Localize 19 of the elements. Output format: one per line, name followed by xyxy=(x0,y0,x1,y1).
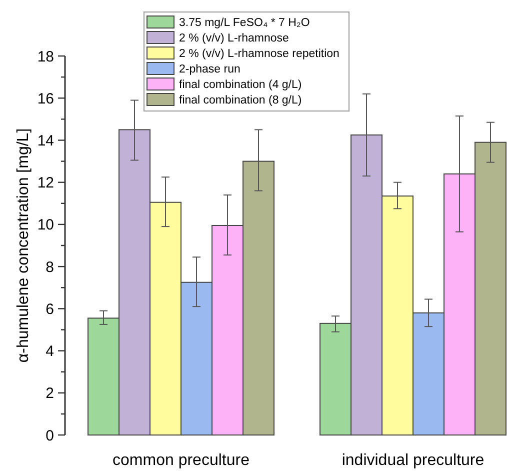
legend-label: 2 % (v/v) L-rhamnose repetition xyxy=(179,48,340,60)
y-tick-label: 18 xyxy=(37,48,54,66)
y-tick-label: 16 xyxy=(37,90,54,108)
legend-label: 3.75 mg/L FeSO₄ * 7 H₂O xyxy=(179,17,310,29)
y-tick-label: 14 xyxy=(37,132,54,150)
y-tick-label: 12 xyxy=(37,174,54,192)
legend-label: final combination (4 g/L) xyxy=(179,79,302,91)
y-tick-label: 2 xyxy=(46,385,54,402)
y-tick-label: 6 xyxy=(46,300,54,318)
legend-label: 2-phase run xyxy=(179,64,240,76)
y-axis-title: α-humulene concentration [mg/L] xyxy=(15,128,32,363)
legend-label: 2 % (v/v) L-rhamnose xyxy=(179,32,289,44)
x-tick-label: individual preculture xyxy=(342,452,484,469)
x-tick-label: common preculture xyxy=(112,452,250,469)
y-tick-label: 0 xyxy=(46,427,54,444)
y-tick-label: 10 xyxy=(37,216,54,234)
legend-label: final combination (8 g/L) xyxy=(179,94,302,106)
y-tick-label: 8 xyxy=(46,258,54,276)
y-tick-label: 4 xyxy=(46,343,54,360)
